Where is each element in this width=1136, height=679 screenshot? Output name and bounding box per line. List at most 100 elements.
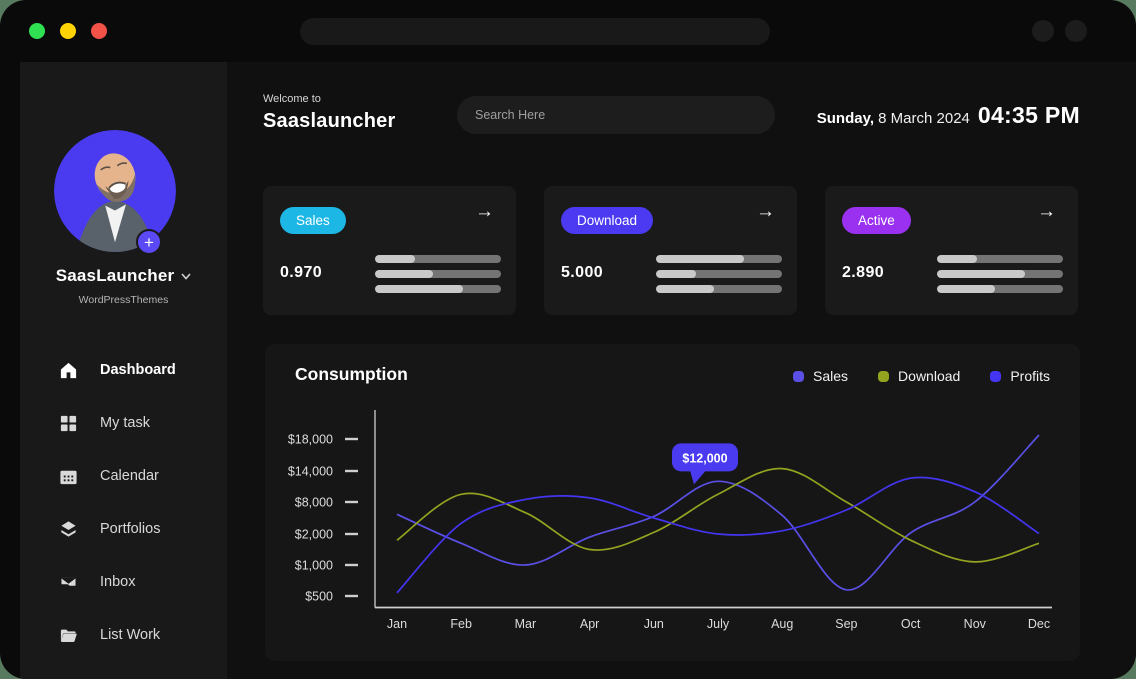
bar-fill (656, 270, 697, 278)
yellow-light-icon[interactable] (60, 23, 76, 39)
green-light-icon[interactable] (29, 23, 45, 39)
x-tick-label: Oct (901, 617, 921, 631)
y-tick-label: $1,000 (295, 559, 333, 573)
bar-track (656, 255, 782, 263)
x-tick-label: Nov (964, 617, 987, 631)
mini-bars (937, 255, 1063, 293)
bar-fill (937, 270, 1026, 278)
bar-track (375, 285, 501, 293)
chart-legend: Sales Download Profits (793, 368, 1050, 384)
window-control-dot[interactable] (1065, 20, 1087, 42)
legend-label: Profits (1010, 368, 1050, 384)
red-light-icon[interactable] (91, 23, 107, 39)
mini-bars (656, 255, 782, 293)
stat-value: 0.970 (280, 264, 323, 281)
legend-item-download[interactable]: Download (878, 368, 960, 384)
sidebar-item-list-work[interactable]: List Work (58, 623, 217, 647)
x-tick-label: Dec (1028, 617, 1050, 631)
bar-track (656, 285, 782, 293)
tooltip-pointer (690, 470, 706, 485)
sidebar-item-label: My task (100, 415, 150, 431)
sidebar-item-label: List Work (100, 627, 161, 643)
stat-card-download: Download → 5.000 (544, 186, 797, 315)
inbox-icon (58, 572, 78, 592)
bar-fill (375, 285, 464, 293)
bar-fill (375, 270, 433, 278)
sidebar-item-label: Inbox (100, 574, 136, 590)
legend-label: Download (898, 368, 961, 384)
titlebar-right-dots (1032, 20, 1087, 42)
legend-dot-icon (990, 370, 1002, 382)
x-tick-label: Feb (450, 617, 472, 631)
main-content: Welcome to Saaslauncher Sunday, 8 March … (227, 62, 1136, 679)
arrow-right-icon[interactable]: → (475, 201, 494, 222)
avatar[interactable] (54, 130, 176, 252)
legend-item-sales[interactable]: Sales (793, 368, 848, 384)
legend-dot-icon (878, 370, 890, 382)
x-tick-label: Apr (580, 617, 599, 631)
consumption-chart: $18,000 $14,000 $8,000 $2,000 $1,000 $500 Jan F… (265, 344, 1080, 661)
home-icon (58, 360, 78, 380)
browser-address-bar[interactable] (300, 18, 770, 45)
bar-track (937, 285, 1063, 293)
y-tick-label: $14,000 (288, 465, 333, 479)
sidebar-item-dashboard[interactable]: Dashboard (58, 358, 217, 382)
folder-icon (58, 625, 78, 645)
y-tick-label: $2,000 (295, 528, 333, 542)
datetime: Sunday, 8 March 2024 04:35 PM (817, 102, 1080, 129)
titlebar (0, 0, 1136, 62)
window-controls (29, 23, 107, 39)
arrow-right-icon[interactable]: → (1037, 201, 1056, 222)
search-input[interactable] (457, 96, 775, 134)
sidebar-item-portfolios[interactable]: Portfolios (58, 517, 217, 541)
grid-icon (58, 413, 78, 433)
sidebar: + SaasLauncher WordPressThemes Dashboard… (20, 62, 227, 679)
arrow-right-icon[interactable]: → (756, 201, 775, 222)
bar-track (375, 255, 501, 263)
sidebar-item-inbox[interactable]: Inbox (58, 570, 217, 594)
y-tick-label: $500 (305, 590, 333, 604)
status-badge: Download (561, 207, 654, 234)
sidebar-item-label: Portfolios (100, 521, 161, 537)
stat-value: 5.000 (561, 264, 604, 281)
stat-cards-row: Sales → 0.970 Download → 5.000 Active → 2.890 (263, 186, 1078, 315)
sidebar-item-calendar[interactable]: Calendar (58, 464, 217, 488)
sidebar-nav: Dashboard My task Calendar Portfolios Inbox L… (58, 358, 217, 647)
page-title: Saaslauncher (263, 110, 396, 132)
add-account-button[interactable]: + (136, 229, 162, 255)
welcome-block: Welcome to Saaslauncher (263, 93, 395, 133)
sidebar-item-my-task[interactable]: My task (58, 411, 217, 435)
bar-fill (656, 255, 745, 263)
stat-card-active: Active → 2.890 (825, 186, 1078, 315)
stat-value: 2.890 (842, 264, 885, 281)
bar-track (937, 255, 1063, 263)
y-tick-label: $18,000 (288, 433, 333, 447)
x-tick-label: Jan (387, 617, 407, 631)
bar-track (375, 270, 501, 278)
profile-subtitle: WordPressThemes (78, 294, 169, 306)
chart-title: Consumption (295, 364, 408, 384)
legend-item-profits[interactable]: Profits (990, 368, 1050, 384)
bar-track (656, 270, 782, 278)
y-tick-label: $8,000 (295, 496, 333, 510)
chart-plot: $18,000 $14,000 $8,000 $2,000 $1,000 $500 Jan F… (288, 410, 1052, 631)
x-tick-label: Jun (644, 617, 664, 631)
profile-name: SaasLauncher (55, 266, 175, 285)
time-text: 04:35 PM (977, 102, 1080, 128)
status-badge: Sales (280, 207, 346, 234)
profile-dropdown[interactable]: SaasLauncher (20, 266, 227, 286)
x-tick-label: July (707, 617, 730, 631)
bar-fill (656, 285, 714, 293)
mini-bars (375, 255, 501, 293)
legend-dot-icon (793, 370, 805, 382)
bar-fill (937, 255, 978, 263)
bar-fill (375, 255, 416, 263)
plus-icon: + (144, 233, 154, 252)
tooltip-label: $12,000 (682, 451, 727, 465)
welcome-label: Welcome to (263, 93, 321, 105)
window-control-dot[interactable] (1032, 20, 1054, 42)
series-line-profits (396, 476, 1040, 594)
sidebar-item-label: Dashboard (100, 362, 176, 378)
bar-fill (937, 285, 995, 293)
